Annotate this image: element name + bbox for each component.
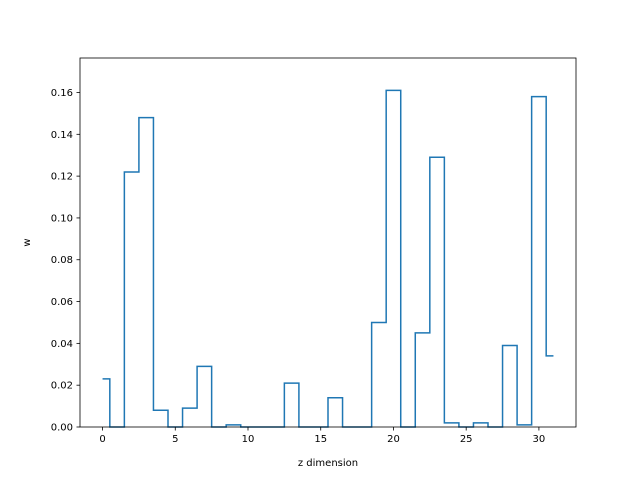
y-tick-label: 0.10: [51, 213, 73, 224]
y-tick-label: 0.00: [51, 423, 73, 434]
y-tick-label: 0.04: [51, 339, 73, 350]
x-tick-label: 5: [172, 434, 178, 445]
y-tick-label: 0.14: [51, 130, 73, 141]
y-axis-label: w: [22, 238, 33, 246]
x-tick-label: 30: [533, 434, 546, 445]
x-tick-label: 10: [242, 434, 255, 445]
x-tick-label: 15: [314, 434, 327, 445]
x-tick-label: 20: [387, 434, 400, 445]
y-tick-label: 0.16: [51, 88, 73, 99]
x-tick-label: 25: [460, 434, 473, 445]
y-tick-label: 0.02: [51, 381, 73, 392]
y-tick-label: 0.08: [51, 255, 73, 266]
axes: 0 5 10 15 20 25 30 0.00 0.02 0.04 0.06 0.08 0.10 0.12…: [51, 57, 577, 445]
axes-frame: [79, 57, 577, 428]
series-line: [102, 89, 554, 428]
y-tick-label: 0.06: [51, 297, 73, 308]
x-axis-label: z dimension: [298, 458, 358, 469]
x-tick-label: 0: [99, 434, 105, 445]
y-tick-label: 0.12: [51, 172, 73, 183]
plot-area: [102, 89, 554, 428]
